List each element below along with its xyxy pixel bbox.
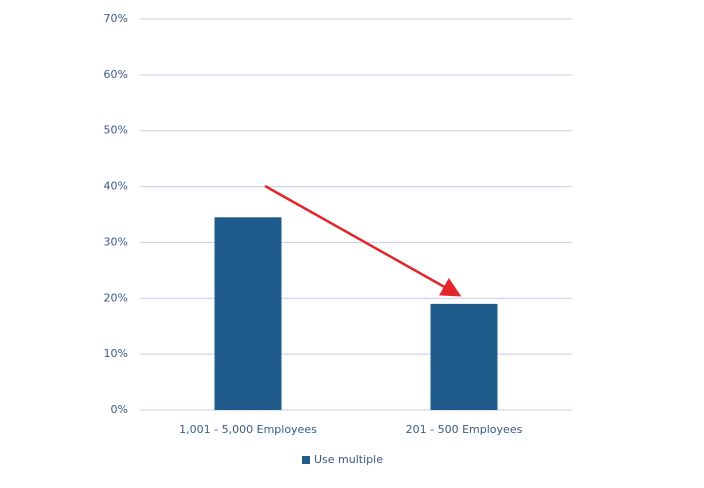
bar (214, 217, 282, 410)
y-tick-label: 60% (104, 68, 128, 81)
y-tick-label: 0% (111, 403, 128, 416)
y-tick-label: 50% (104, 124, 128, 137)
y-tick-label: 30% (104, 235, 128, 248)
y-tick-label: 70% (104, 12, 128, 25)
bar (430, 303, 498, 410)
y-tick-label: 40% (104, 180, 128, 193)
x-tick-label: 201 - 500 Employees (406, 423, 523, 436)
y-tick-label: 10% (104, 347, 128, 360)
legend-label: Use multiple (314, 453, 383, 466)
y-tick-label: 20% (104, 291, 128, 304)
legend-swatch (302, 456, 310, 464)
x-tick-label: 1,001 - 5,000 Employees (179, 423, 317, 436)
annotation-arrow (264, 184, 462, 297)
